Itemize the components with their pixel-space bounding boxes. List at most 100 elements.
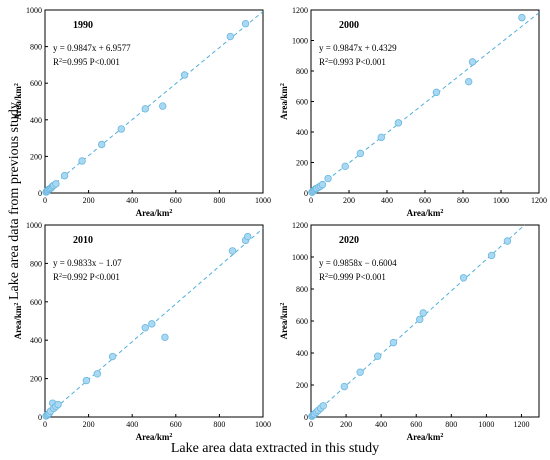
y-tick-label: 0: [304, 413, 308, 422]
scatter-panel-2000: 0 200 400 600 800 1000 1200 0 200 400 600 800 1000 12…: [279, 6, 547, 218]
panel-title: 2000: [339, 20, 359, 31]
data-point: [319, 402, 327, 410]
x-tick-label: 1200: [531, 196, 547, 205]
y-tick-label: 1200: [292, 221, 308, 230]
x-tick-label: 800: [445, 420, 457, 429]
figure-x-axis-label: Lake area data extracted in this study: [170, 441, 380, 456]
data-point: [340, 382, 349, 391]
x-tick-label: 1000: [478, 420, 494, 429]
fit-line: [44, 228, 264, 418]
data-point: [468, 58, 477, 66]
x-tick-label: 600: [419, 196, 431, 205]
y-tick-label: 400: [30, 336, 42, 345]
data-point: [93, 370, 102, 378]
x-tick-label: 0: [309, 196, 313, 205]
x-tick-label: 1200: [513, 420, 529, 429]
x-axis-label: Area/km2: [407, 208, 444, 218]
data-point: [487, 251, 496, 260]
data-point: [226, 32, 234, 41]
y-tick-label: 200: [30, 375, 42, 384]
x-tick-label: 0: [43, 420, 47, 429]
scatter-panel-1990: 0 200 400 600 800 1000 0 200 400 600 800 1000 1990 y …: [13, 6, 271, 218]
data-point: [324, 174, 332, 183]
regression-equation: y = 0.9847x + 6.9577: [53, 43, 131, 53]
y-tick-label: 1000: [292, 253, 308, 262]
data-point: [228, 247, 237, 255]
y-tick-label: 600: [30, 79, 42, 88]
y-tick-label: 600: [296, 98, 308, 107]
x-tick-label: 200: [340, 420, 352, 429]
panel-title: 2010: [73, 235, 93, 246]
y-tick-label: 200: [296, 381, 308, 390]
x-tick-label: 1000: [493, 196, 509, 205]
data-point: [97, 140, 106, 149]
regression-stats: R2=0.995 P<0.001: [53, 57, 120, 67]
data-point: [159, 102, 167, 110]
data-point: [356, 368, 364, 376]
data-point: [416, 315, 424, 324]
data-point: [244, 232, 252, 241]
y-tick-label: 0: [38, 189, 42, 198]
regression-stats: R2=0.992 P<0.001: [53, 272, 120, 282]
x-tick-label: 200: [343, 196, 355, 205]
data-point: [419, 309, 427, 317]
scatter-panel-2010: 0 200 400 600 800 1000 0 200 400 600 800 1000 2010 y …: [13, 221, 271, 442]
regression-stats: R2=0.993 P<0.001: [319, 57, 386, 67]
x-tick-label: 200: [83, 196, 95, 205]
regression-equation: y = 0.9833x − 1.07: [53, 258, 122, 268]
plot-frame: [44, 9, 264, 194]
y-tick-label: 0: [304, 189, 308, 198]
y-tick-label: 800: [30, 259, 42, 268]
y-tick-label: 800: [296, 67, 308, 76]
data-point: [377, 133, 385, 142]
data-point: [54, 400, 62, 409]
data-point: [389, 338, 398, 347]
y-tick-label: 0: [38, 413, 42, 422]
y-tick-label: 400: [296, 128, 308, 137]
data-point: [341, 162, 349, 171]
data-point: [52, 180, 60, 188]
x-tick-label: 0: [309, 420, 313, 429]
data-point: [141, 324, 149, 332]
x-tick-label: 1000: [255, 196, 271, 205]
data-point: [459, 274, 468, 282]
y-tick-label: 200: [296, 159, 308, 168]
x-axis-label: Area/km2: [407, 432, 444, 442]
y-tick-label: 1000: [26, 221, 42, 230]
x-tick-label: 200: [83, 420, 95, 429]
data-point: [82, 376, 91, 385]
fit-line: [44, 11, 264, 193]
x-tick-label: 600: [410, 420, 422, 429]
data-point: [373, 352, 382, 360]
x-tick-label: 800: [213, 196, 225, 205]
data-point: [432, 88, 441, 97]
y-tick-label: 800: [30, 43, 42, 52]
y-tick-label: 600: [296, 317, 308, 326]
data-point: [180, 71, 189, 79]
x-tick-label: 400: [126, 420, 138, 429]
x-tick-label: 1000: [255, 420, 271, 429]
x-tick-label: 800: [213, 420, 225, 429]
data-point: [241, 20, 250, 28]
x-tick-label: 800: [457, 196, 469, 205]
panel-title: 2020: [339, 235, 359, 246]
x-axis-label: Area/km2: [136, 432, 173, 442]
y-axis-label: Area/km2: [13, 83, 23, 120]
y-axis-label: Area/km2: [279, 83, 289, 120]
panel-title: 1990: [73, 20, 93, 31]
y-tick-label: 600: [30, 298, 42, 307]
scatter-panel-2020: 0 200 400 600 800 1000 1200 0 200 400 600 800 1000 12…: [279, 221, 540, 442]
x-tick-label: 400: [126, 196, 138, 205]
plot-frame: [44, 224, 264, 418]
data-point: [161, 333, 169, 342]
y-tick-label: 200: [30, 152, 42, 161]
y-axis-label: Area/km2: [279, 303, 289, 340]
data-point: [60, 171, 69, 180]
data-point: [318, 180, 327, 189]
x-tick-label: 400: [375, 420, 387, 429]
data-point: [518, 13, 526, 22]
y-tick-label: 800: [296, 285, 308, 294]
data-point: [108, 352, 117, 361]
y-tick-label: 400: [296, 349, 308, 358]
x-axis-label: Area/km2: [136, 208, 173, 218]
